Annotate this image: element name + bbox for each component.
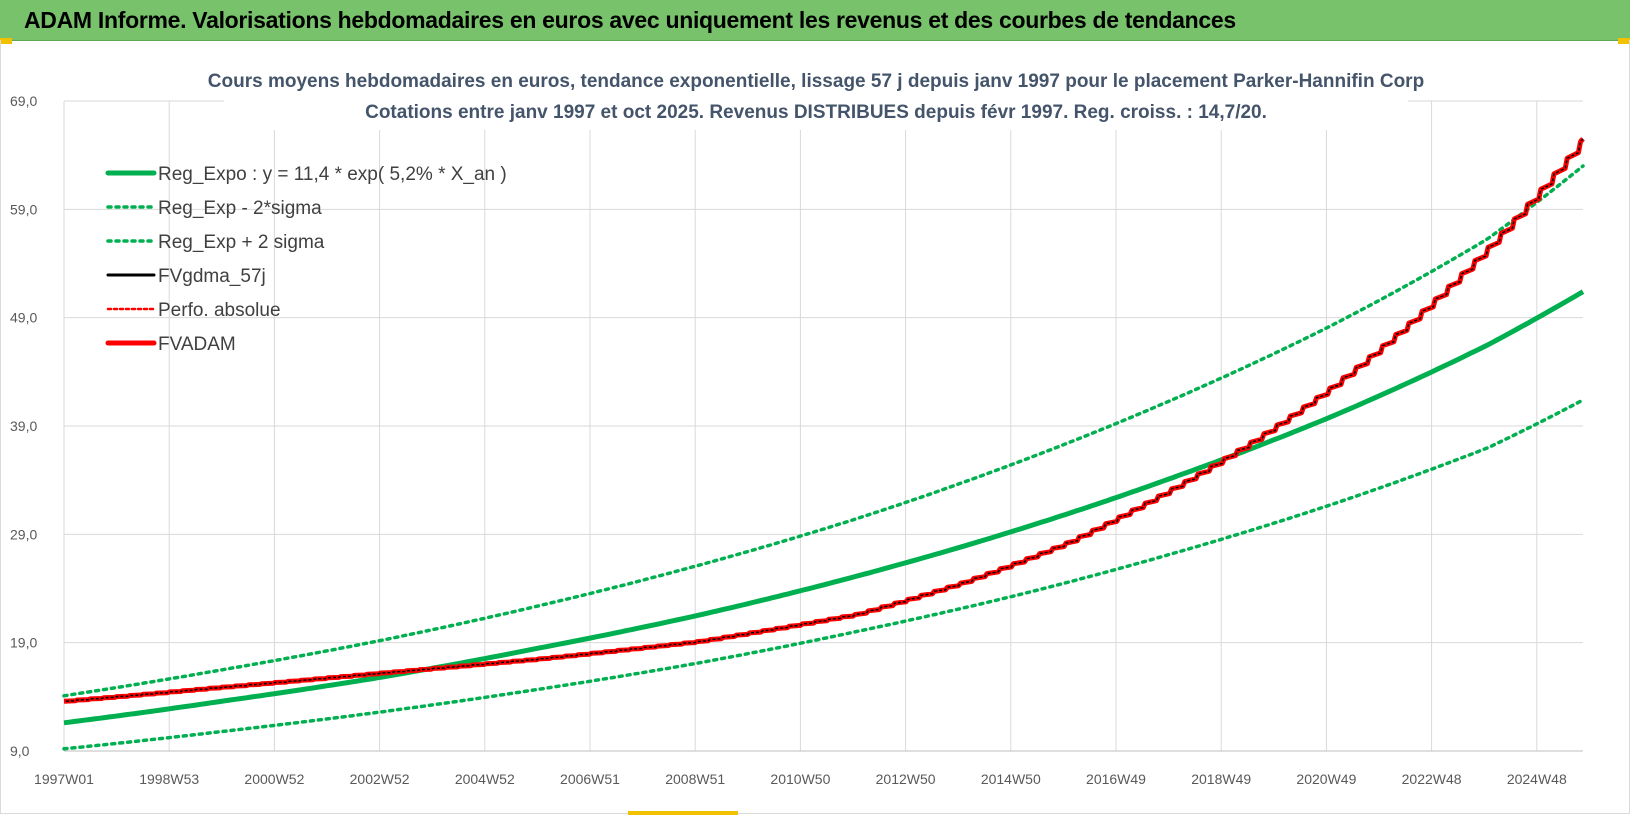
x-tick-label: 1998W53 [139, 771, 199, 787]
y-tick-label: 9,0 [10, 743, 30, 759]
x-tick-label: 2008W51 [665, 771, 725, 787]
series-line-reg-exp-sigma [62, 164, 1585, 698]
legend-label: Reg_Exp + 2 sigma [158, 232, 325, 253]
x-tick-label: 2000W52 [244, 771, 304, 787]
x-tick-label: 2018W49 [1191, 771, 1251, 787]
bottom-mark [628, 811, 738, 815]
report-title: ADAM Informe. Valorisations hebdomadaire… [24, 7, 1236, 33]
legend-label: Reg_Expo : y = 11,4 * exp( 5,2% * X_an ) [158, 164, 507, 185]
corner-mark-left [0, 38, 12, 44]
chart-grid [63, 100, 1583, 752]
series-line-reg-expo [63, 289, 1585, 726]
x-tick-label: 2016W49 [1086, 771, 1146, 787]
y-tick-label: 49,0 [10, 310, 37, 326]
x-tick-label: 2024W48 [1507, 771, 1567, 787]
x-tick-label: 2020W49 [1296, 771, 1356, 787]
y-tick-label: 59,0 [10, 201, 37, 217]
legend-label: FVADAM [158, 334, 236, 355]
series-line-fvgdma [63, 138, 1584, 702]
title-background [224, 62, 1408, 130]
legend-label: FVgdma_57j [158, 266, 266, 287]
legend-label: Reg_Exp - 2*sigma [158, 198, 322, 219]
report-banner: ADAM Informe. Valorisations hebdomadaire… [0, 0, 1630, 41]
x-tick-label: 2022W48 [1402, 771, 1462, 787]
chart-axes: 9,0 19,0 29,0 39,0 49,0 59,0 69,0 1997W01 1998W5… [10, 93, 1583, 787]
x-tick-label: 2006W51 [560, 771, 620, 787]
x-tick-label: 2010W50 [770, 771, 830, 787]
chart-title-line-1: Cours moyens hebdomadaires en euros, ten… [208, 71, 1424, 92]
chart-series [62, 137, 1585, 751]
x-tick-label: 2014W50 [981, 771, 1041, 787]
chart-title-line-2: Cotations entre janv 1997 et oct 2025. R… [365, 102, 1267, 123]
x-tick-label: 1997W01 [34, 771, 94, 787]
series-line-perfo-absolue [63, 138, 1584, 702]
corner-mark-right [1618, 38, 1630, 44]
legend-label: Perfo. absolue [158, 300, 281, 321]
y-tick-label: 69,0 [10, 93, 37, 109]
series-line-fvadam [63, 137, 1585, 704]
chart-legend: Reg_Expo : y = 11,4 * exp( 5,2% * X_an )… [105, 164, 507, 355]
x-tick-label: 2012W50 [876, 771, 936, 787]
x-tick-label: 2004W52 [455, 771, 515, 787]
x-tick-label: 2002W52 [350, 771, 410, 787]
y-tick-label: 39,0 [10, 418, 37, 434]
series-line-reg-exp-sigma [62, 398, 1585, 751]
y-tick-label: 29,0 [10, 526, 37, 542]
y-tick-label: 19,0 [10, 635, 37, 651]
